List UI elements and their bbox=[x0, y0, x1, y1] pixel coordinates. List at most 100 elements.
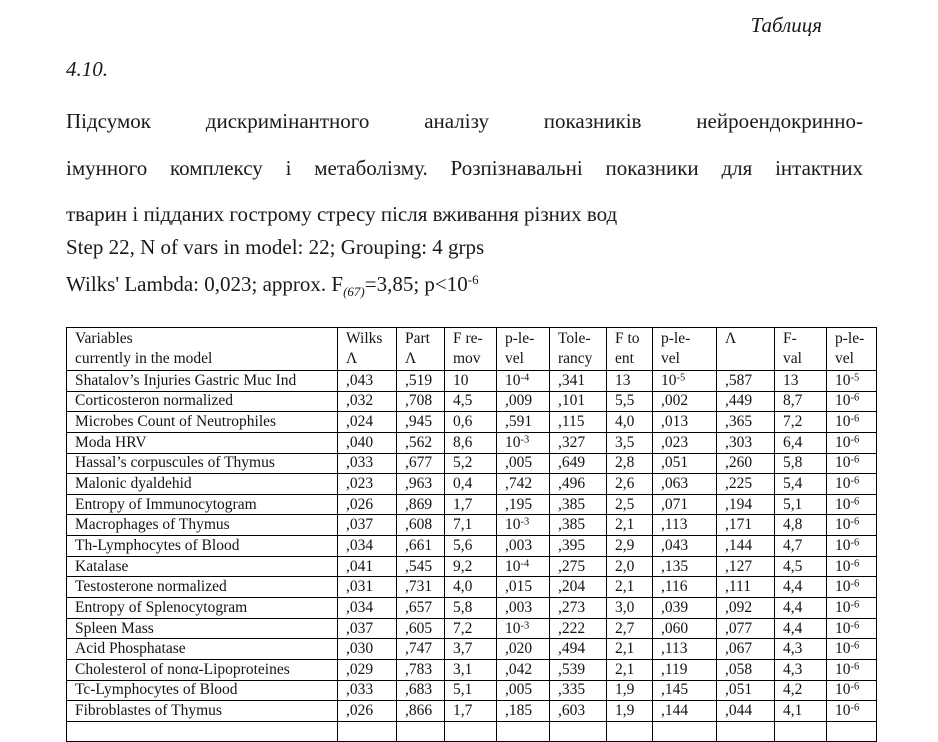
value-cell: ,657 bbox=[396, 597, 445, 619]
column-header: p-le- vel bbox=[652, 327, 717, 371]
empty-cell bbox=[606, 720, 653, 742]
value-cell: ,327 bbox=[549, 431, 607, 454]
column-header: Part Λ bbox=[396, 327, 445, 371]
value-cell: ,034 bbox=[337, 597, 397, 619]
value-cell: ,067 bbox=[716, 638, 775, 660]
empty-cell bbox=[496, 720, 550, 742]
value-cell: 10-6 bbox=[826, 576, 877, 599]
value-cell: 10-3 bbox=[496, 617, 550, 640]
value-cell: 8,7 bbox=[774, 390, 827, 413]
value-cell: 2,8 bbox=[606, 452, 653, 475]
value-cell: ,866 bbox=[396, 700, 445, 722]
value-cell: 4,0 bbox=[444, 576, 497, 599]
value-cell: 10-3 bbox=[496, 431, 550, 454]
value-cell: 2,1 bbox=[606, 638, 653, 660]
value-cell: ,119 bbox=[652, 658, 717, 681]
variable-name-cell: Corticosteron normalized bbox=[66, 390, 338, 413]
value-cell: ,603 bbox=[549, 700, 607, 722]
value-cell: ,101 bbox=[549, 390, 607, 413]
value-cell: ,747 bbox=[396, 638, 445, 660]
value-cell: 4,8 bbox=[774, 514, 827, 537]
variable-name-cell: Entropy of Splenocytogram bbox=[66, 597, 338, 619]
value-cell: 10-6 bbox=[826, 493, 877, 516]
partial-clipped-row bbox=[66, 720, 877, 742]
value-cell: ,040 bbox=[337, 431, 397, 454]
value-cell: ,869 bbox=[396, 493, 445, 516]
value-cell: ,032 bbox=[337, 390, 397, 413]
value-cell: ,708 bbox=[396, 390, 445, 413]
value-cell: ,194 bbox=[716, 493, 775, 516]
table-row: Cholesterol of nonα-Lipoproteines ,029,78… bbox=[66, 658, 877, 681]
exponent: -3 bbox=[520, 620, 530, 631]
exponent: -3 bbox=[520, 434, 530, 446]
value-cell: ,385 bbox=[549, 514, 607, 537]
variable-name-cell: Fibroblastes of Thymus bbox=[66, 700, 338, 722]
value-cell: ,591 bbox=[496, 411, 550, 433]
value-cell: 10-6 bbox=[826, 390, 877, 413]
value-cell: 2,1 bbox=[606, 658, 653, 681]
value-cell: ,111 bbox=[716, 576, 775, 599]
value-cell: ,649 bbox=[549, 452, 607, 475]
value-cell: ,031 bbox=[337, 576, 397, 599]
value-cell: 10-5 bbox=[826, 370, 877, 392]
variable-name-cell: Katalase bbox=[66, 555, 338, 578]
value-cell: ,009 bbox=[496, 390, 550, 413]
table-row: Shatalov’s Injuries Gastric Muc Ind ,043,… bbox=[66, 370, 877, 392]
value-cell: 10-5 bbox=[652, 370, 717, 392]
value-cell: 2,7 bbox=[606, 617, 653, 640]
value-cell: 7,2 bbox=[774, 411, 827, 433]
paragraph-line: імунного комплексу і метаболізму. Розпіз… bbox=[66, 156, 863, 180]
wilks-lambda-line: Wilks' Lambda: 0,023; approx. F(67)=3,85… bbox=[66, 272, 479, 298]
value-cell: ,116 bbox=[652, 576, 717, 599]
value-cell: ,335 bbox=[549, 679, 607, 702]
value-cell: 3,5 bbox=[606, 431, 653, 454]
value-cell: ,023 bbox=[652, 431, 717, 454]
value-cell: ,077 bbox=[716, 617, 775, 640]
variable-name-cell: Spleen Mass bbox=[66, 617, 338, 640]
value-cell: 1,7 bbox=[444, 493, 497, 516]
value-cell: ,144 bbox=[716, 535, 775, 557]
value-cell: 5,1 bbox=[444, 679, 497, 702]
column-header: Wilks Λ bbox=[337, 327, 397, 371]
table-row: Corticosteron normalized ,032,708 4,5,009,… bbox=[66, 390, 877, 413]
value-cell: 10-4 bbox=[496, 370, 550, 392]
value-cell: ,683 bbox=[396, 679, 445, 702]
value-cell: ,063 bbox=[652, 473, 717, 495]
value-cell: ,661 bbox=[396, 535, 445, 557]
value-cell: ,015 bbox=[496, 576, 550, 599]
variable-name-cell: Malonic dyaldehid bbox=[66, 473, 338, 495]
value-cell: 1,9 bbox=[606, 700, 653, 722]
table-row: Macrophages of Thymus ,037,608 7,1 10-3,385… bbox=[66, 514, 877, 537]
value-cell: ,043 bbox=[337, 370, 397, 392]
column-header: p-le- vel bbox=[826, 327, 877, 371]
variable-name-cell: Acid Phosphatase bbox=[66, 638, 338, 660]
table-row: Entropy of Splenocytogram ,034,657 5,8,003… bbox=[66, 597, 877, 619]
value-cell: ,026 bbox=[337, 700, 397, 722]
value-cell: ,113 bbox=[652, 514, 717, 537]
value-cell: 10-6 bbox=[826, 679, 877, 702]
value-cell: ,494 bbox=[549, 638, 607, 660]
value-cell: 10-6 bbox=[826, 473, 877, 495]
empty-cell bbox=[66, 720, 338, 742]
value-cell: 4,7 bbox=[774, 535, 827, 557]
value-cell: ,963 bbox=[396, 473, 445, 495]
variable-name-cell: Cholesterol of nonα-Lipoproteines bbox=[66, 658, 338, 681]
value-cell: ,273 bbox=[549, 597, 607, 619]
value-cell: ,365 bbox=[716, 411, 775, 433]
value-cell: ,144 bbox=[652, 700, 717, 722]
value-cell: ,127 bbox=[716, 555, 775, 578]
empty-cell bbox=[444, 720, 497, 742]
exponent: -6 bbox=[850, 434, 860, 446]
value-cell: ,037 bbox=[337, 514, 397, 537]
variable-name-cell: Microbes Count of Neutrophiles bbox=[66, 411, 338, 433]
value-cell: 10-6 bbox=[826, 638, 877, 660]
table-row: Fibroblastes of Thymus ,026,866 1,7,185,60… bbox=[66, 700, 877, 722]
table-row: Katalase ,041,545 9,2 10-4,275 2,0,135,127 4,… bbox=[66, 555, 877, 578]
value-cell: ,005 bbox=[496, 679, 550, 702]
value-cell: ,033 bbox=[337, 452, 397, 475]
value-cell: 10-6 bbox=[826, 514, 877, 537]
value-cell: 3,1 bbox=[444, 658, 497, 681]
exponent: -6 bbox=[850, 661, 860, 673]
value-cell: ,058 bbox=[716, 658, 775, 681]
